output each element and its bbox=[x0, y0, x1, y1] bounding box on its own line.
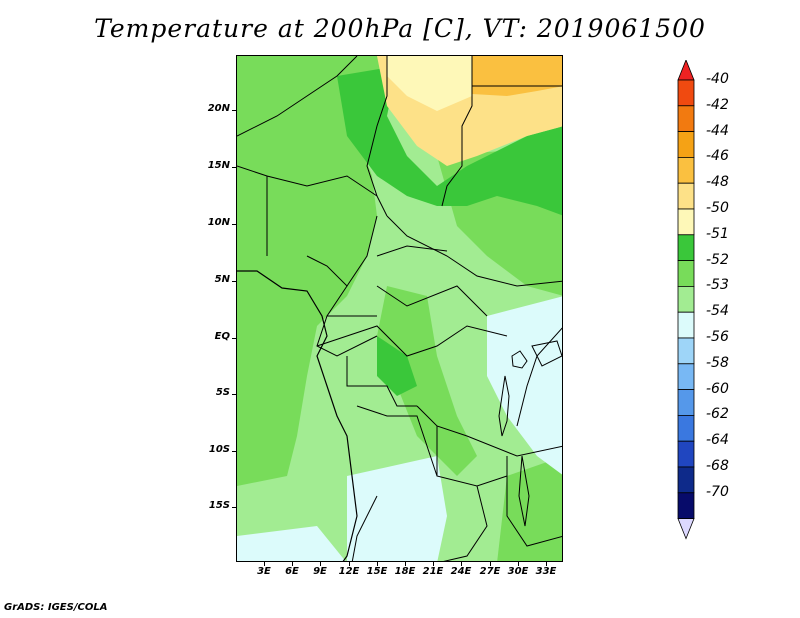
legend-swatch bbox=[677, 337, 695, 365]
lat-label: 15S bbox=[208, 500, 230, 511]
lon-tick bbox=[349, 561, 350, 566]
legend-value: -56 bbox=[706, 329, 729, 345]
lat-label: 5N bbox=[214, 274, 230, 285]
lat-tick bbox=[232, 394, 237, 395]
lon-tick bbox=[461, 561, 462, 566]
lon-label: 33E bbox=[535, 566, 557, 577]
lon-label: 21E bbox=[422, 566, 444, 577]
lon-label: 9E bbox=[313, 566, 327, 577]
legend-arrow-bottom bbox=[677, 518, 695, 540]
lon-tick bbox=[292, 561, 293, 566]
legend-value: -51 bbox=[706, 225, 729, 242]
legend-swatch bbox=[677, 363, 695, 390]
legend-value: -52 bbox=[706, 251, 729, 268]
lakes bbox=[498, 340, 562, 527]
lon-label: 27E bbox=[479, 566, 501, 577]
region-congo-green bbox=[377, 286, 477, 476]
lon-label: 24E bbox=[450, 566, 472, 577]
lon-label: 12E bbox=[338, 566, 360, 577]
region-cyan-southwest bbox=[237, 526, 346, 561]
lon-tick bbox=[433, 561, 434, 566]
legend-swatch bbox=[677, 285, 695, 313]
legend-swatch bbox=[677, 311, 695, 339]
map-canvas bbox=[237, 56, 562, 561]
legend-value: -48 bbox=[706, 174, 729, 191]
legend-value: -68 bbox=[706, 458, 729, 474]
legend-arrow-top bbox=[677, 60, 695, 81]
legend-swatch bbox=[677, 414, 695, 442]
lat-tick bbox=[232, 507, 237, 508]
legend-swatch bbox=[677, 208, 695, 236]
lon-tick bbox=[490, 561, 491, 566]
lon-tick bbox=[405, 561, 406, 566]
lon-tick bbox=[546, 561, 547, 566]
legend-value: -62 bbox=[706, 406, 729, 423]
legend-value: -54 bbox=[706, 303, 729, 320]
coastline bbox=[237, 270, 358, 561]
lat-tick bbox=[232, 224, 237, 225]
legend-swatch bbox=[677, 182, 695, 210]
lat-label: 5S bbox=[215, 387, 230, 398]
legend-value: -46 bbox=[706, 148, 729, 165]
legend-value: -42 bbox=[706, 96, 729, 113]
lat-label: EQ bbox=[214, 331, 230, 342]
lat-tick bbox=[232, 451, 237, 452]
legend-swatch bbox=[677, 234, 695, 262]
lat-tick bbox=[232, 167, 237, 168]
region-west-green bbox=[237, 56, 387, 486]
lat-label: 10N bbox=[207, 217, 230, 228]
lat-tick bbox=[232, 338, 237, 339]
lon-label: 30E bbox=[507, 566, 529, 577]
legend-value: -70 bbox=[706, 483, 729, 500]
legend-swatch bbox=[677, 79, 695, 107]
legend-swatch bbox=[677, 105, 695, 132]
grads-credit: GrADS: IGES/COLA bbox=[4, 602, 108, 613]
legend-swatch bbox=[677, 131, 695, 158]
map-panel[interactable] bbox=[236, 55, 563, 562]
legend-value: -60 bbox=[706, 380, 729, 397]
lat-tick bbox=[232, 110, 237, 111]
legend-value: -58 bbox=[706, 354, 729, 371]
lon-label: 6E bbox=[285, 566, 299, 577]
lon-label: 18E bbox=[394, 566, 416, 577]
region-light-yellow bbox=[387, 56, 472, 111]
region-dark-green bbox=[337, 66, 562, 216]
lon-tick bbox=[320, 561, 321, 566]
legend-swatch bbox=[677, 157, 695, 184]
lat-label: 20N bbox=[207, 103, 230, 114]
color-legend bbox=[677, 60, 695, 540]
lat-tick bbox=[232, 281, 237, 282]
legend-swatch bbox=[677, 389, 695, 416]
lon-label: 3E bbox=[257, 566, 271, 577]
legend-value: -50 bbox=[706, 200, 729, 216]
region-south-east-green bbox=[497, 456, 562, 561]
region-cyan-south bbox=[347, 456, 447, 561]
map-title: Temperature at 200hPa [C], VT: 201906150… bbox=[94, 14, 706, 43]
legend-value: -40 bbox=[706, 71, 729, 87]
legend-value: -53 bbox=[706, 277, 729, 294]
lon-label: 15E bbox=[366, 566, 388, 577]
legend-value: -64 bbox=[706, 432, 729, 449]
lat-label: 10S bbox=[208, 444, 230, 455]
lat-label: 15N bbox=[207, 160, 230, 171]
lon-tick bbox=[518, 561, 519, 566]
region-cyan-east bbox=[487, 296, 562, 475]
legend-swatch bbox=[677, 260, 695, 287]
lon-tick bbox=[377, 561, 378, 566]
legend-swatch bbox=[677, 466, 695, 494]
region-dark-green-2 bbox=[377, 336, 417, 396]
lon-tick bbox=[264, 561, 265, 566]
legend-swatch bbox=[677, 492, 695, 519]
legend-value: -44 bbox=[706, 122, 729, 139]
legend-swatch bbox=[677, 440, 695, 468]
country-borders bbox=[237, 56, 562, 561]
